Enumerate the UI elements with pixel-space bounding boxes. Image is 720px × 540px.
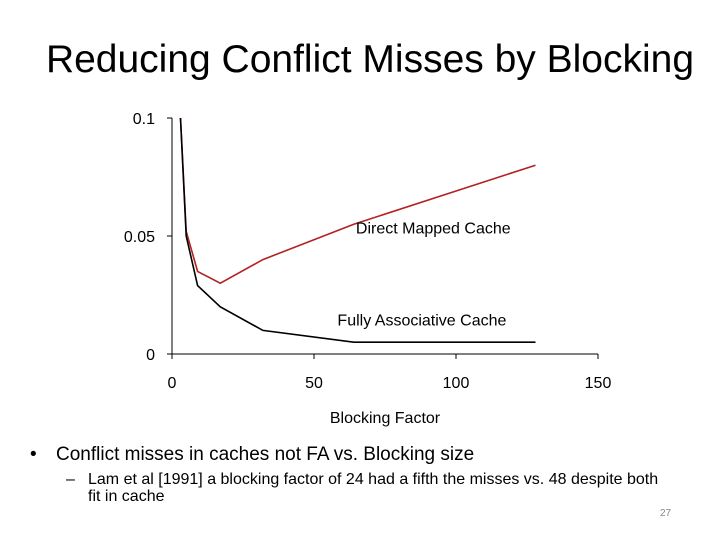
line-chart: 0 50 100 150 0 0.05 0.1 Blocking Factor Direct M…: [124, 111, 612, 427]
series-label: Direct Mapped Cache: [356, 221, 511, 238]
chart-axes: [167, 117, 599, 359]
chart-labels: 0 50 100 150 0 0.05 0.1 Blocking Factor Direct M…: [124, 111, 612, 427]
series-line-fully-associative: [179, 117, 536, 344]
x-axis-label: Blocking Factor: [330, 410, 441, 427]
x-tick-label: 100: [443, 375, 470, 392]
x-tick-label: 0: [168, 375, 177, 392]
page-number: 27: [660, 508, 672, 519]
bullet-point: • Conflict misses in caches not FA vs. B…: [30, 444, 474, 466]
chart-series: [179, 117, 536, 344]
sub-bullet-text: Lam et al [1991] a blocking factor of 24…: [88, 471, 659, 505]
y-tick-label: 0: [146, 347, 155, 364]
series-line-direct-mapped: [179, 117, 536, 285]
sub-bullet-point: – Lam et al [1991] a blocking factor of …: [66, 471, 666, 505]
y-tick-label: 0.05: [124, 229, 155, 246]
x-tick-label: 50: [305, 375, 323, 392]
sub-bullet-marker: –: [66, 471, 75, 488]
series-label: Fully Associative Cache: [337, 313, 506, 330]
y-tick-label: 0.1: [133, 111, 155, 128]
bullet-marker: •: [30, 444, 37, 465]
slide-title: Reducing Conflict Misses by Blocking: [45, 38, 695, 81]
x-tick-label: 150: [585, 375, 612, 392]
bullet-text: Conflict misses in caches not FA vs. Blo…: [56, 444, 475, 465]
